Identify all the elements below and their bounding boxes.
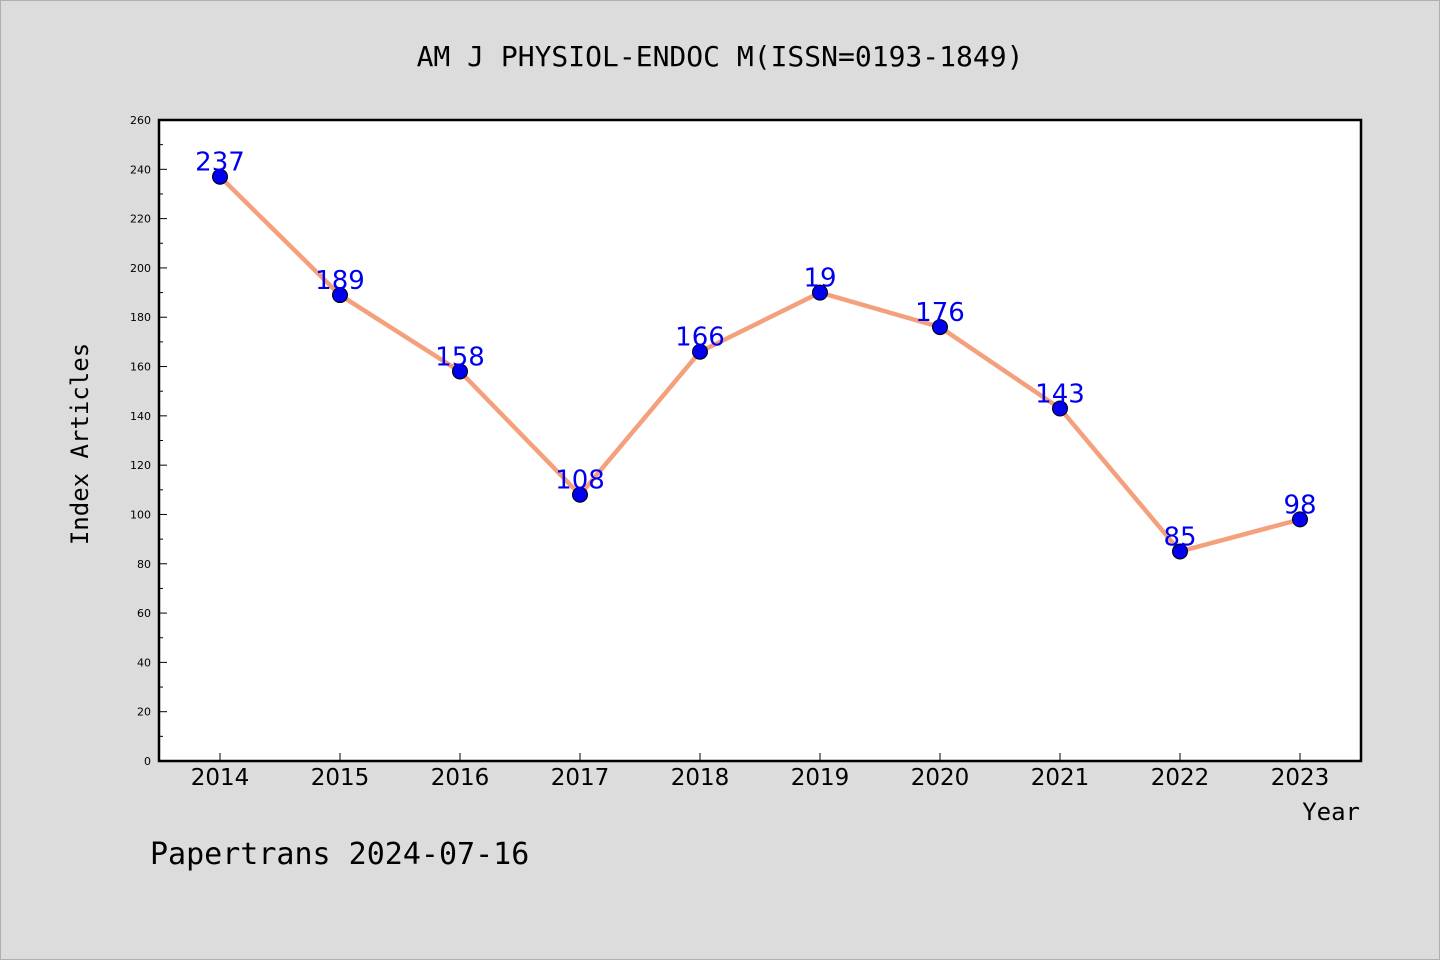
y-tick-label: 180 [130,311,151,324]
data-point [1052,400,1068,417]
x-tick-label: 2023 [1271,765,1330,791]
y-tick-label: 120 [130,459,151,472]
x-tick-label: 2021 [1031,765,1090,791]
chart-title: AM J PHYSIOL-ENDOC M(ISSN=0193-1849) [417,40,1024,73]
y-tick-label: 20 [137,706,151,719]
data-label: 158 [435,342,485,372]
y-axis: 0 20 40 60 80 100 120 140 160 180 200 220 240 260 [130,114,167,768]
data-label: 98 [1283,490,1316,520]
data-label: 108 [555,466,605,496]
x-tick-label: 2017 [551,765,610,791]
y-tick-label: 0 [144,755,151,768]
data-label: 189 [315,266,365,296]
data-label: 85 [1163,522,1196,552]
data-label: 143 [1035,379,1085,409]
data-point [932,319,948,336]
footer-text: Papertrans 2024-07-16 [150,837,529,872]
x-tick-label: 2015 [311,765,370,791]
y-tick-label: 200 [130,262,151,275]
data-point [572,486,588,503]
data-label: 166 [675,323,725,353]
data-point [452,363,468,380]
x-tick-label: 2016 [431,765,490,791]
series-polyline [218,175,1301,554]
data-point [1172,543,1188,560]
x-tick-label: 2018 [671,765,730,791]
data-label: 237 [195,148,245,178]
data-point [332,287,348,304]
data-point [1292,511,1308,528]
data-point [212,168,228,185]
x-axis-label: Year [1302,798,1360,826]
x-axis: 2014 2015 2016 2017 2018 2019 2020 2021 2022 2023 [191,753,1330,791]
y-tick-label: 60 [137,607,151,620]
y-tick-label: 240 [130,163,151,176]
x-tick-label: 2022 [1151,765,1210,791]
x-tick-label: 2019 [791,765,850,791]
x-tick-label: 2020 [911,765,970,791]
y-axis-label: Index Articles [66,343,94,545]
series-line: 237 189 158 108 166 19 176 143 85 98 [195,148,1317,560]
y-tick-label: 260 [130,114,151,127]
data-point [812,284,828,301]
y-tick-label: 80 [137,558,151,571]
y-tick-label: 40 [137,656,151,669]
x-tick-label: 2014 [191,765,250,791]
y-tick-label: 140 [130,410,151,423]
y-tick-label: 220 [130,213,151,226]
data-label: 176 [915,298,965,328]
data-label: 19 [803,264,836,294]
plot-area [157,118,1363,763]
y-tick-label: 160 [130,361,151,374]
y-tick-label: 100 [130,508,151,521]
data-point [692,343,708,360]
